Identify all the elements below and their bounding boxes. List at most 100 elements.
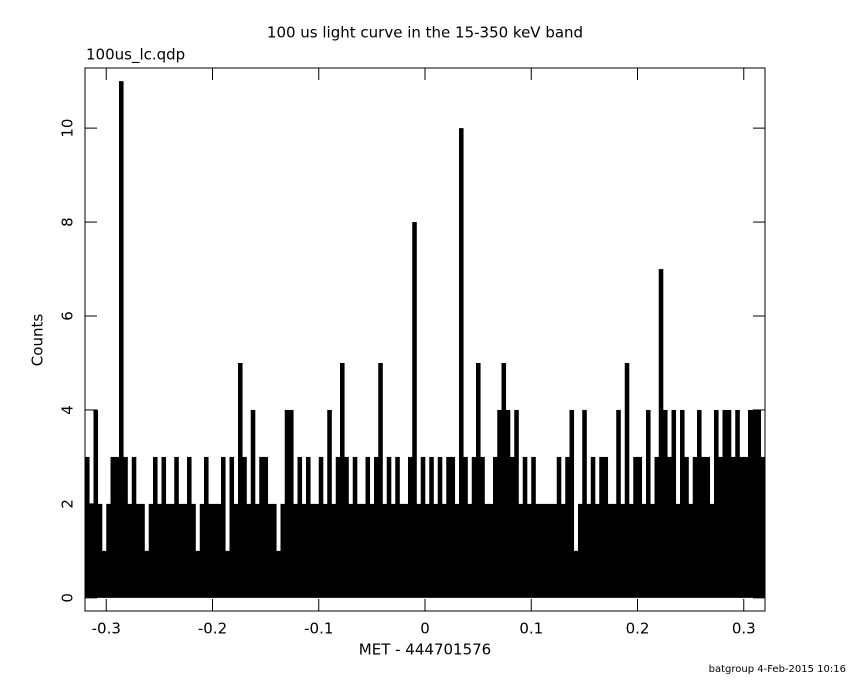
bar <box>119 81 124 598</box>
bar <box>739 456 745 598</box>
bar <box>416 503 422 598</box>
bar <box>199 503 205 598</box>
bar <box>705 456 711 598</box>
bar <box>114 456 120 598</box>
bar <box>658 269 664 598</box>
bar <box>429 456 434 598</box>
bar <box>85 456 90 598</box>
bar <box>467 503 473 598</box>
bar <box>391 503 396 598</box>
bar <box>488 503 494 598</box>
bar <box>106 503 111 598</box>
bar <box>289 409 294 598</box>
bar <box>123 456 128 598</box>
bar <box>612 503 617 598</box>
bar <box>629 503 634 598</box>
bar <box>663 409 668 598</box>
bar <box>335 456 341 598</box>
bar <box>250 409 256 598</box>
x-tick-label: -0.1 <box>304 620 333 638</box>
bar <box>272 503 277 598</box>
bar <box>297 456 303 598</box>
bar <box>714 409 719 598</box>
bar <box>641 503 647 598</box>
bar <box>242 456 247 598</box>
y-tick-label: 8 <box>59 217 77 227</box>
bar <box>680 409 685 598</box>
bar <box>735 409 740 598</box>
bar <box>671 409 677 598</box>
x-tick-label: -0.3 <box>92 620 121 638</box>
bar <box>267 503 273 598</box>
bar <box>484 503 490 598</box>
bar <box>548 503 553 598</box>
bar <box>301 503 307 598</box>
bar <box>692 456 698 598</box>
bar <box>535 503 541 598</box>
bar <box>361 503 366 598</box>
bar <box>586 503 592 598</box>
bar <box>518 503 524 598</box>
bar <box>195 550 201 598</box>
bar <box>463 456 468 598</box>
bar <box>433 503 439 598</box>
bar <box>731 456 736 598</box>
bar <box>369 503 375 598</box>
bar <box>582 409 587 598</box>
x-tick-label: 0.3 <box>732 620 756 638</box>
bar <box>688 503 694 598</box>
x-tick-label: -0.2 <box>198 620 227 638</box>
bar <box>480 456 485 598</box>
y-tick-label: 4 <box>59 405 77 415</box>
bar <box>446 456 451 598</box>
bar <box>590 456 596 598</box>
bar <box>174 456 179 598</box>
bar <box>501 362 507 598</box>
bar <box>408 456 413 598</box>
x-axis-label: MET - 444701576 <box>359 641 491 659</box>
bar <box>454 503 460 598</box>
bar <box>607 503 613 598</box>
bar <box>348 503 354 598</box>
bar <box>616 409 621 598</box>
bar <box>365 456 371 598</box>
bar <box>544 503 549 598</box>
y-tick-label: 10 <box>59 119 77 138</box>
bar <box>459 128 464 598</box>
bar <box>556 456 562 598</box>
y-tick-label: 0 <box>59 593 77 603</box>
bar <box>539 503 545 598</box>
bar <box>522 456 528 598</box>
bar <box>374 456 379 598</box>
bar <box>148 503 154 598</box>
bar <box>352 456 358 598</box>
bar <box>620 503 626 598</box>
bar <box>165 503 171 598</box>
bar <box>599 456 604 598</box>
bar <box>136 503 141 598</box>
bar <box>760 456 766 598</box>
bar <box>595 503 600 598</box>
bar <box>395 456 400 598</box>
chart-subtitle: 100us_lc.qdp <box>86 46 185 65</box>
bar <box>170 503 175 598</box>
bar <box>633 456 638 598</box>
bar <box>89 503 94 598</box>
bar <box>743 456 749 598</box>
bar <box>191 503 196 598</box>
bar <box>382 503 388 598</box>
bar <box>161 456 167 598</box>
bar <box>552 503 558 598</box>
bar <box>225 550 230 598</box>
bar <box>654 456 660 598</box>
bar <box>437 456 443 598</box>
bar <box>497 409 502 598</box>
bar <box>246 503 252 598</box>
bar <box>276 550 281 598</box>
bar <box>450 456 456 598</box>
bar <box>327 409 332 598</box>
bar <box>318 456 324 598</box>
bar <box>127 503 133 598</box>
bar <box>131 456 137 598</box>
